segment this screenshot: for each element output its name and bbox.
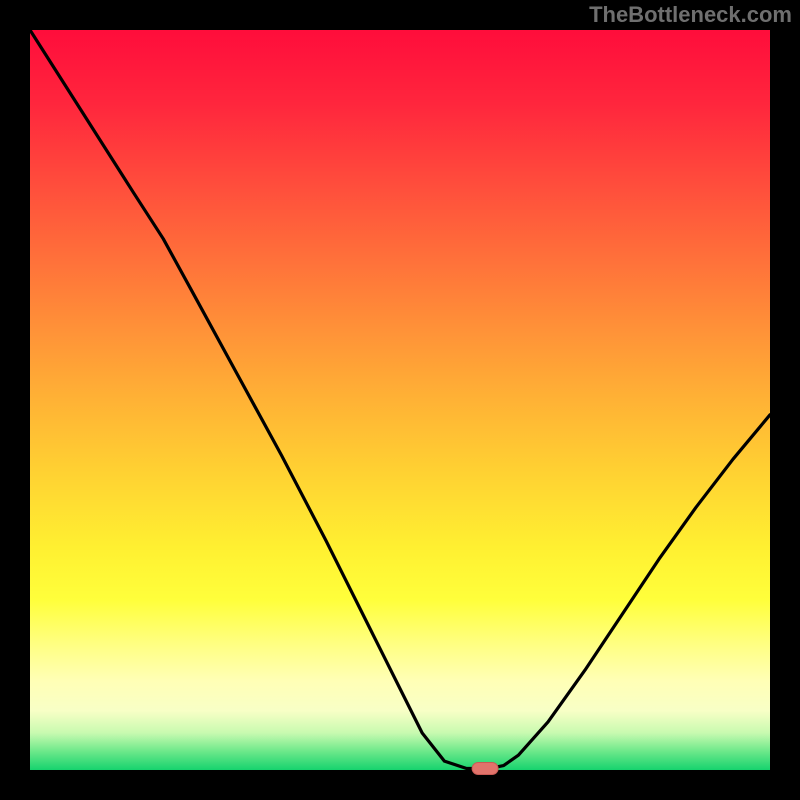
watermark-text: TheBottleneck.com [589,2,792,28]
bottleneck-chart: TheBottleneck.com [0,0,800,800]
plot-background [30,30,770,770]
optimal-marker [472,763,498,775]
chart-svg [0,0,800,800]
